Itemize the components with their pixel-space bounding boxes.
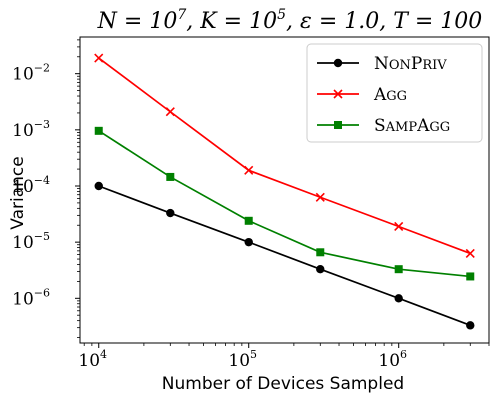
y-tick-label-3: 10−3 xyxy=(12,118,50,141)
series-agg-point-4 xyxy=(394,221,404,232)
series-sampagg xyxy=(94,126,475,281)
series-agg-point-1-b xyxy=(165,107,175,117)
x-tick-label-2: 106 xyxy=(378,348,407,371)
series-agg-point-5-b xyxy=(465,248,475,258)
y-axis-label: Variance xyxy=(8,156,28,229)
y-tick-label-0: 10−6 xyxy=(12,286,50,309)
chart-title: N = 107, K = 105, ε = 1.0, T = 100 xyxy=(97,7,483,34)
series-agg-point-0-b xyxy=(94,53,104,63)
y-tick-label-1: 10−5 xyxy=(12,230,50,253)
legend-agg-marker-b xyxy=(333,89,343,99)
series-nonpriv-point-4 xyxy=(394,294,403,303)
series-agg-point-0 xyxy=(94,53,104,63)
series-sampagg-point-3 xyxy=(316,248,325,257)
legend-box xyxy=(306,43,483,143)
x-axis-label: Number of Devices Sampled xyxy=(162,374,404,394)
series-nonpriv xyxy=(94,181,475,330)
series-sampagg-point-4 xyxy=(394,265,403,274)
series-agg xyxy=(94,53,475,258)
title-n-label: N = 10 xyxy=(97,9,178,34)
title-rest: , ε = 1.0, T = 100 xyxy=(286,9,482,34)
legend-agg-label: AGG xyxy=(373,85,407,105)
legend-sampagg-marker xyxy=(334,121,342,129)
title-k-label: , K = 10 xyxy=(186,9,277,34)
y-tick-label-4: 10−2 xyxy=(12,62,50,85)
series-nonpriv-point-5 xyxy=(466,321,475,330)
title-k-exp: 5 xyxy=(277,7,286,23)
series-sampagg-point-0 xyxy=(94,126,103,135)
series-sampagg-line xyxy=(98,130,471,278)
legend-sampagg-label: SAMPAGG xyxy=(374,116,450,136)
series-sampagg-point-1 xyxy=(166,172,175,181)
x-tick-label-1: 105 xyxy=(228,348,257,371)
title-n-exp: 7 xyxy=(177,7,186,23)
axis-ticks: 104 105 106 10−6 10−5 10−4 10−3 10−2 xyxy=(12,39,490,371)
series-agg-line xyxy=(98,57,471,255)
series-nonpriv-line xyxy=(98,185,471,327)
y-tick-label-2: 10−4 xyxy=(12,174,50,197)
legend-nonpriv-label: NONPRIV xyxy=(374,54,447,74)
series-nonpriv-point-0 xyxy=(94,181,103,191)
series-nonpriv-point-2 xyxy=(244,237,253,247)
series-agg-point-1 xyxy=(165,107,175,117)
series-agg-point-5 xyxy=(465,248,475,258)
legend: NONPRIV AGG SAMPAGG xyxy=(306,43,483,143)
legend-agg-marker xyxy=(333,89,343,99)
series-agg-point-3-b xyxy=(315,192,325,202)
x-tick-label-0: 104 xyxy=(78,348,107,371)
series-nonpriv-point-3 xyxy=(316,264,325,274)
series-sampagg-point-5 xyxy=(466,272,475,281)
series-agg-point-2 xyxy=(244,165,254,175)
legend-nonpriv-marker xyxy=(333,58,343,68)
series-layer xyxy=(94,53,475,330)
series-nonpriv-point-1 xyxy=(166,208,175,218)
series-agg-point-4-b xyxy=(394,221,404,232)
series-sampagg-point-2 xyxy=(244,216,253,225)
series-agg-point-3 xyxy=(315,192,325,202)
plot-area xyxy=(79,36,490,344)
series-agg-point-2-b xyxy=(244,165,254,175)
